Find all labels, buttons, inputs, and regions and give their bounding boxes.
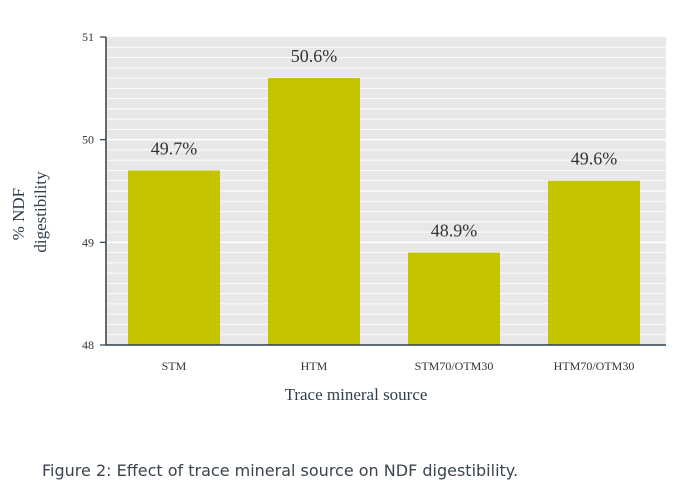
y-tick-label: 50 [82, 133, 94, 147]
bar-chart: 49.7% 50.6% 48.9% 49.6% 48 49 50 51 STM HTM STM7… [9, 30, 666, 404]
x-axis-title: Trace mineral source [285, 385, 428, 404]
y-ticks: 48 49 50 51 [82, 30, 106, 352]
x-tick-labels: STM HTM STM70/OTM30 HTM70/OTM30 [162, 359, 635, 373]
bar-stm70-otm30 [408, 252, 500, 345]
x-tick-label: STM70/OTM30 [415, 359, 494, 373]
y-tick-label: 48 [82, 338, 94, 352]
x-tick-label: HTM70/OTM30 [554, 359, 635, 373]
data-label: 50.6% [291, 46, 338, 66]
data-label: 49.6% [571, 149, 618, 169]
bar-htm [268, 78, 360, 346]
y-axis-title: % NDF digestibility [9, 171, 50, 253]
bars [128, 78, 640, 346]
bar-htm70-otm30 [548, 180, 640, 345]
x-tick-label: STM [162, 359, 187, 373]
y-tick-label: 49 [82, 235, 94, 249]
y-axis-title-line-2: digestibility [31, 171, 50, 253]
data-labels: 49.7% 50.6% 48.9% 49.6% [151, 46, 618, 241]
data-label: 49.7% [151, 138, 198, 158]
y-tick-label: 51 [82, 30, 94, 44]
figure-caption: Figure 2: Effect of trace mineral source… [42, 461, 519, 480]
data-label: 48.9% [431, 221, 478, 241]
y-axis-title-line-1: % NDF [9, 188, 28, 240]
x-tick-label: HTM [301, 359, 328, 373]
bar-stm [128, 170, 220, 345]
